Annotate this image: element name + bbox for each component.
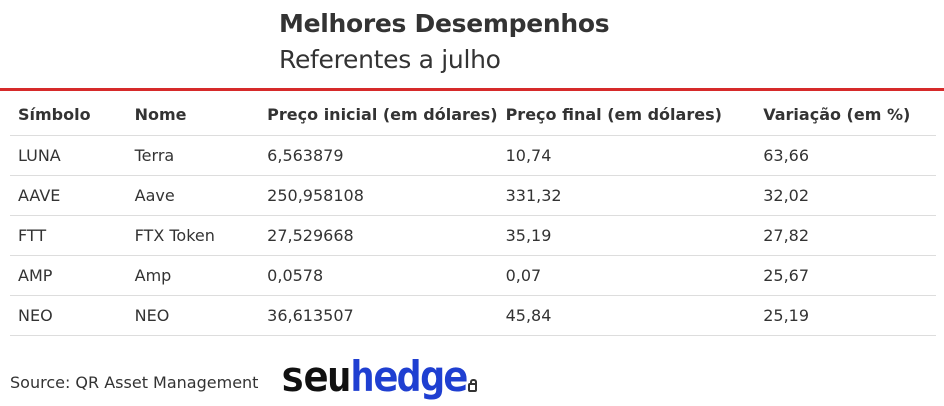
cell-variation: 32,02 <box>755 174 936 215</box>
table-row: FTT FTX Token 27,529668 35,19 27,82 <box>10 214 936 255</box>
cell-final-price: 45,84 <box>497 294 756 336</box>
table-header-row: Símbolo Nome Preço inicial (em dólares) … <box>10 95 936 135</box>
cell-symbol: FTT <box>10 214 127 255</box>
header-variacao: Variação (em %) <box>763 105 911 125</box>
header-simbolo: Símbolo <box>18 105 91 125</box>
cell-variation: 63,66 <box>755 134 936 175</box>
table-row: AAVE Aave 250,958108 331,32 32,02 <box>10 174 936 215</box>
cell-symbol: AAVE <box>10 174 127 215</box>
cell-initial-price: 0,0578 <box>259 254 498 295</box>
table-row: AMP Amp 0,0578 0,07 25,67 <box>10 254 936 295</box>
chart-title: Melhores Desempenhos <box>279 9 610 38</box>
accent-divider <box>0 88 944 91</box>
seuhedge-logo: seu hedge <box>280 346 478 401</box>
cell-name: Aave <box>126 174 260 215</box>
cell-final-price: 10,74 <box>497 134 756 175</box>
cell-final-price: 0,07 <box>497 254 756 295</box>
chart-subtitle: Referentes a julho <box>279 45 501 74</box>
cell-initial-price: 27,529668 <box>259 214 498 255</box>
cell-variation: 25,67 <box>755 254 936 295</box>
cell-symbol: AMP <box>10 254 127 295</box>
table-row: LUNA Terra 6,563879 10,74 63,66 <box>10 134 936 175</box>
cell-initial-price: 6,563879 <box>259 134 498 175</box>
header-nome: Nome <box>134 105 187 125</box>
cell-symbol: LUNA <box>10 134 127 175</box>
cell-variation: 27,82 <box>755 214 936 255</box>
cell-final-price: 331,32 <box>497 174 756 215</box>
cell-name: Amp <box>126 254 260 295</box>
header-preco-inicial: Preço inicial (em dólares) <box>267 105 498 125</box>
cell-name: NEO <box>126 294 260 336</box>
table-row: NEO NEO 36,613507 45,84 25,19 <box>10 294 936 336</box>
cell-initial-price: 250,958108 <box>259 174 498 215</box>
data-table: Símbolo Nome Preço inicial (em dólares) … <box>10 95 936 336</box>
source-note: Source: QR Asset Management <box>10 373 259 392</box>
cell-name: Terra <box>126 134 260 175</box>
logo-text-seu: seu <box>280 352 352 401</box>
cell-name: FTX Token <box>126 214 260 255</box>
cell-symbol: NEO <box>10 294 127 336</box>
header-preco-final: Preço final (em dólares) <box>505 105 722 125</box>
cell-final-price: 35,19 <box>497 214 756 255</box>
cell-variation: 25,19 <box>755 294 936 336</box>
lock-icon <box>468 379 478 392</box>
logo-text-hedge: hedge <box>349 352 468 401</box>
cell-initial-price: 36,613507 <box>259 294 498 336</box>
